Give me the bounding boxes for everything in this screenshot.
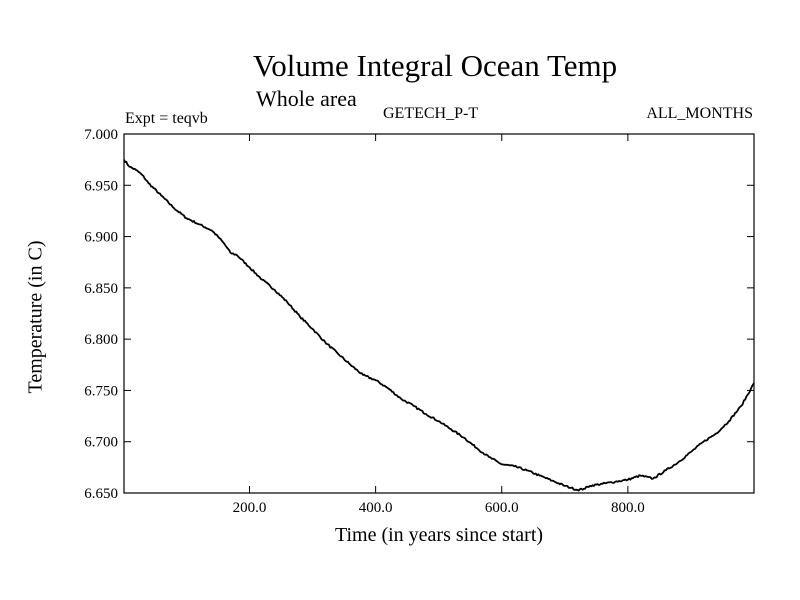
x-axis: 200.0 400.0 600.0 800.0 bbox=[233, 134, 645, 516]
y-tick-label: 7.000 bbox=[84, 127, 118, 143]
x-tick-label: 600.0 bbox=[485, 500, 519, 516]
plot-frame bbox=[123, 133, 755, 494]
experiment-label: Expt = teqvb bbox=[125, 110, 208, 127]
y-tick-label: 6.900 bbox=[84, 230, 118, 246]
chart-title: Volume Integral Ocean Temp bbox=[252, 48, 618, 83]
x-tick-label: 200.0 bbox=[233, 500, 267, 516]
y-tick-label: 6.850 bbox=[84, 281, 118, 297]
dataset-label: GETECH_P-T bbox=[383, 105, 479, 122]
y-tick-label: 6.950 bbox=[84, 178, 118, 194]
y-tick-label: 6.700 bbox=[84, 435, 118, 451]
months-label: ALL_MONTHS bbox=[646, 105, 753, 122]
x-tick-label: 400.0 bbox=[359, 500, 393, 516]
x-tick-label: 800.0 bbox=[611, 500, 645, 516]
y-tick-label: 6.800 bbox=[84, 332, 118, 348]
y-tick-label: 6.750 bbox=[84, 383, 118, 399]
x-axis-label: Time (in years since start) bbox=[334, 524, 544, 546]
y-axis: 6.650 6.700 6.750 6.800 6.850 6.900 6.950 7.000 bbox=[84, 127, 754, 502]
chart-subtitle: Whole area bbox=[256, 86, 357, 111]
y-axis-label: Temperature (in C) bbox=[24, 240, 47, 394]
series-line bbox=[123, 159, 755, 492]
y-tick-label: 6.650 bbox=[84, 486, 118, 502]
